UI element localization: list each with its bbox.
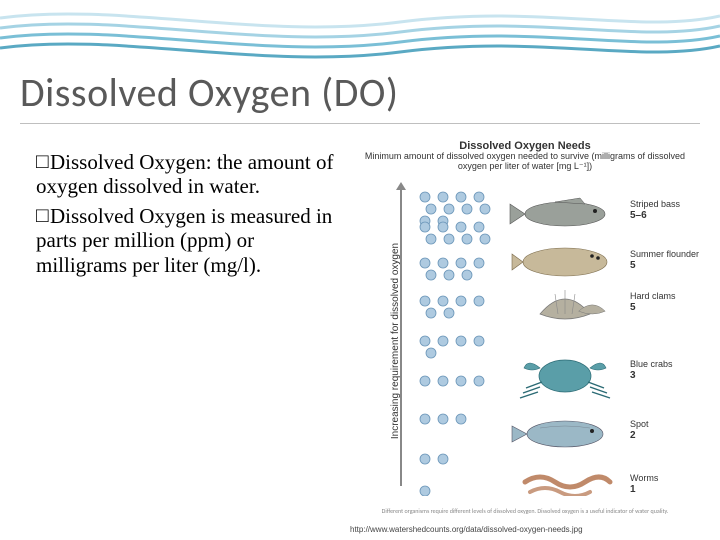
- bubble-icon: [438, 336, 448, 346]
- bubble-icon: [438, 192, 448, 202]
- bubble-icon: [420, 336, 430, 346]
- image-citation: http://www.watershedcounts.org/data/diss…: [350, 525, 583, 534]
- bubble-icon: [480, 234, 490, 244]
- bubble-icon: [420, 296, 430, 306]
- species-fish-icon: [510, 198, 605, 226]
- bubble-icon: [474, 296, 484, 306]
- species-worm-icon: [525, 477, 610, 496]
- bubble-icon: [444, 234, 454, 244]
- bubble-icon: [474, 192, 484, 202]
- bullet-1-text: Dissolved Oxygen: the amount of oxygen d…: [36, 150, 333, 198]
- bubble-icon: [462, 204, 472, 214]
- bubble-icon: [444, 308, 454, 318]
- species-fish2-icon: [512, 421, 603, 447]
- species-label: Hard clams5: [630, 292, 676, 313]
- bubble-icon: [438, 258, 448, 268]
- slide-title: Dissolved Oxygen (DO): [20, 68, 700, 117]
- bubble-icon: [426, 308, 436, 318]
- bubble-icon: [456, 296, 466, 306]
- bubble-icon: [438, 454, 448, 464]
- do-needs-figure: Dissolved Oxygen Needs Minimum amount of…: [350, 138, 700, 518]
- bubble-icon: [420, 192, 430, 202]
- bubble-icon: [456, 336, 466, 346]
- species-label: Blue crabs3: [630, 360, 673, 381]
- axis-label: Increasing requirement for dissolved oxy…: [390, 196, 401, 486]
- bubble-icon: [438, 296, 448, 306]
- bubble-icon: [420, 414, 430, 424]
- bubble-icon: [444, 270, 454, 280]
- species-label: Worms1: [630, 474, 658, 495]
- bubble-icon: [456, 192, 466, 202]
- bubble-icon: [462, 234, 472, 244]
- bubble-icon: [474, 222, 484, 232]
- bullet-1: □Dissolved Oxygen: the amount of oxygen …: [36, 150, 336, 198]
- bubble-icon: [438, 222, 448, 232]
- bubble-icon: [462, 270, 472, 280]
- bullet-marker: □: [36, 204, 50, 228]
- figure-subtitle: Minimum amount of dissolved oxygen neede…: [356, 152, 694, 172]
- bubble-icon: [456, 258, 466, 268]
- bubble-icon: [420, 222, 430, 232]
- bubble-icon: [456, 222, 466, 232]
- figure-header: Dissolved Oxygen Needs Minimum amount of…: [350, 138, 700, 176]
- bubble-icon: [444, 204, 454, 214]
- figure-body: Increasing requirement for dissolved oxy…: [350, 176, 700, 506]
- bubble-icon: [420, 454, 430, 464]
- bubble-icon: [438, 376, 448, 386]
- species-label: Spot2: [630, 420, 649, 441]
- bubble-icon: [426, 348, 436, 358]
- species-crab-icon: [520, 360, 610, 398]
- bubble-icon: [456, 414, 466, 424]
- bubble-column: [415, 186, 495, 496]
- bullet-2: □Dissolved Oxygen is measured in parts p…: [36, 204, 336, 276]
- bubble-icon: [426, 234, 436, 244]
- bubble-icon: [420, 486, 430, 496]
- bubble-icon: [420, 376, 430, 386]
- axis-arrow-head: [396, 182, 406, 190]
- bullet-2-text: Dissolved Oxygen is measured in parts pe…: [36, 204, 332, 276]
- bubble-icon: [474, 376, 484, 386]
- bubble-icon: [438, 414, 448, 424]
- body-text: □Dissolved Oxygen: the amount of oxygen …: [36, 150, 336, 283]
- species-clam-icon: [540, 290, 605, 319]
- bubble-icon: [426, 270, 436, 280]
- bubble-icon: [426, 204, 436, 214]
- bubble-icon: [420, 258, 430, 268]
- title-block: Dissolved Oxygen (DO): [20, 68, 700, 124]
- species-label: Striped bass5–6: [630, 200, 680, 221]
- labels-column: Striped bass5–6 Summer flounder5 Hard clam…: [630, 186, 700, 496]
- species-label: Summer flounder5: [630, 250, 699, 271]
- species-column: [505, 186, 635, 496]
- bubble-icon: [456, 376, 466, 386]
- figure-footer: Different organisms require different le…: [350, 506, 700, 514]
- bubble-icon: [474, 336, 484, 346]
- bullet-marker: □: [36, 150, 50, 174]
- species-flatfish-icon: [512, 248, 607, 276]
- bubble-icon: [480, 204, 490, 214]
- bubble-icon: [474, 258, 484, 268]
- axis-label-container: Increasing requirement for dissolved oxy…: [390, 196, 402, 486]
